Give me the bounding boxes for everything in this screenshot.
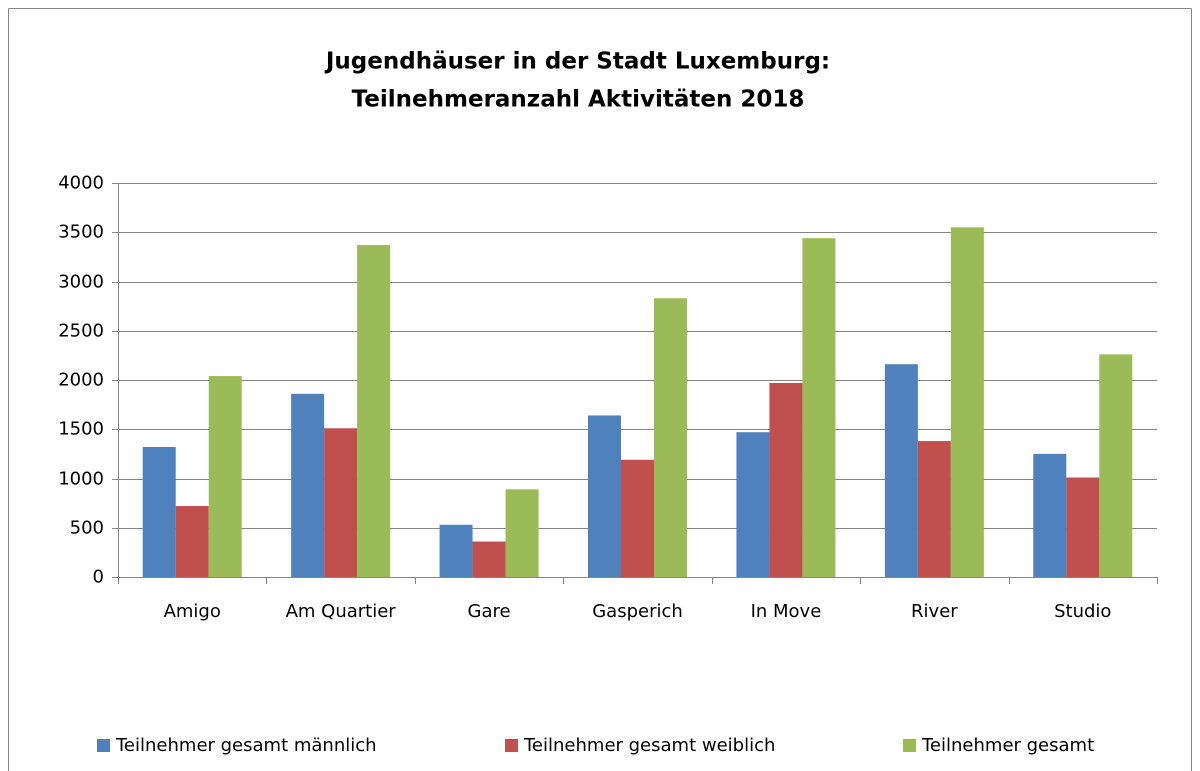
legend-swatch [97, 739, 110, 752]
y-tick-label: 0 [93, 567, 104, 588]
x-tick-label: In Move [751, 601, 822, 622]
x-tick-label: Amigo [164, 601, 221, 622]
bar [736, 432, 770, 577]
legend-label: Teilnehmer gesamt [921, 735, 1094, 756]
bar [357, 245, 391, 577]
x-tick-label: Gasperich [592, 601, 683, 622]
legend-label: Teilnehmer gesamt weiblich [523, 735, 775, 756]
bar [1066, 477, 1100, 577]
x-tick-label: Gare [468, 601, 511, 622]
legend-swatch [903, 739, 916, 752]
bar [950, 227, 984, 577]
y-tick-label: 3500 [58, 222, 104, 243]
y-tick-label: 4000 [58, 173, 104, 194]
bar [769, 382, 803, 577]
bar [1099, 354, 1133, 577]
legend-label: Teilnehmer gesamt männlich [115, 735, 377, 756]
bar [802, 238, 836, 577]
bar [439, 524, 473, 577]
bar [324, 428, 358, 577]
y-tick-label: 3000 [58, 272, 104, 293]
bar [588, 415, 621, 577]
y-tick-label: 500 [70, 518, 104, 539]
bar [917, 441, 951, 577]
y-tick-label: 2000 [58, 370, 104, 391]
legend-swatch [505, 739, 518, 752]
x-tick-label: River [911, 601, 958, 622]
bar [472, 541, 506, 577]
y-tick-label: 2500 [58, 321, 104, 342]
bar [654, 298, 687, 577]
bar [884, 364, 918, 577]
y-tick-label: 1000 [58, 469, 104, 490]
bar [1033, 453, 1067, 577]
chart-title: Jugendhäuser in der Stadt Luxemburg: [324, 49, 830, 75]
bar [142, 446, 176, 577]
y-tick-label: 1500 [58, 419, 104, 440]
x-tick-label: Am Quartier [286, 601, 397, 622]
bar [175, 506, 209, 577]
bar [208, 376, 242, 577]
bar [505, 489, 539, 577]
chart-title: Teilnehmeranzahl Aktivitäten 2018 [352, 87, 805, 113]
bar [621, 459, 654, 577]
x-tick-label: Studio [1054, 601, 1111, 622]
bar [291, 393, 325, 577]
